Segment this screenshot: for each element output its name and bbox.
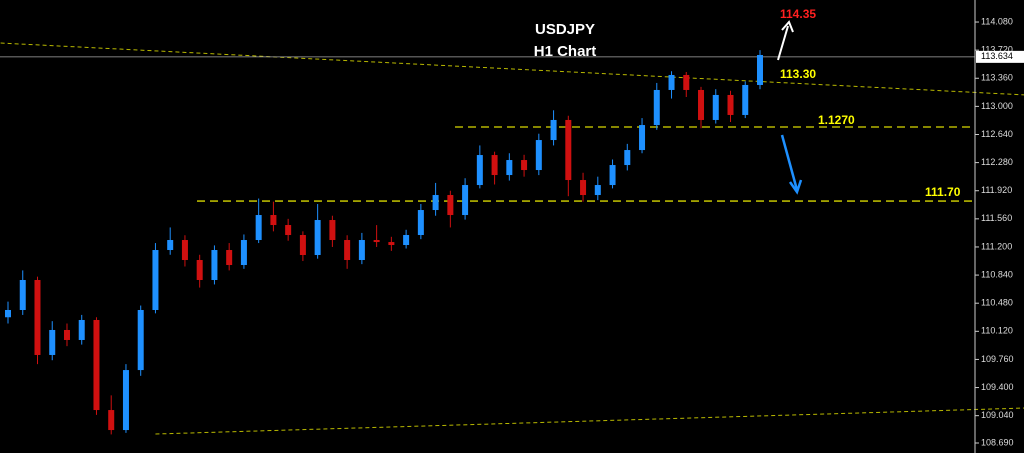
annotation: 114.35 — [780, 7, 816, 21]
candle-body — [609, 165, 616, 186]
candle-body — [344, 240, 351, 261]
candle-body — [506, 160, 513, 176]
candle-body — [226, 250, 233, 266]
trend-line — [155, 407, 1024, 435]
y-tick-label: 109.040 — [981, 410, 1014, 420]
candle-body — [698, 89, 705, 120]
candle-body — [594, 185, 601, 196]
candle-body — [653, 89, 660, 126]
candle-body — [358, 240, 365, 261]
candle-body — [270, 215, 277, 226]
y-tick-label: 112.280 — [981, 157, 1013, 167]
candle-body — [683, 74, 690, 90]
candle-body — [78, 319, 85, 340]
candle-body — [49, 329, 56, 355]
trend-line — [0, 42, 1024, 96]
candle-body — [535, 140, 542, 171]
y-tick-label: 113.000 — [981, 101, 1013, 111]
arrow — [777, 20, 794, 61]
y-tick-label: 113.360 — [981, 73, 1013, 83]
y-tick-label: 110.480 — [981, 298, 1013, 308]
candle-body — [152, 250, 159, 310]
y-tick-label: 114.080 — [981, 16, 1013, 26]
annotation: 1.1270 — [818, 113, 855, 127]
y-tick-label: 111.200 — [981, 241, 1012, 251]
candle-body — [403, 235, 410, 246]
candle-body — [756, 54, 763, 85]
candle-body — [491, 155, 498, 176]
candle-body — [742, 84, 749, 115]
chart-title: USDJPY — [535, 21, 595, 38]
candle-body — [565, 119, 572, 181]
y-tick-label: 110.120 — [981, 326, 1013, 336]
y-tick-label: 111.560 — [981, 213, 1012, 223]
candle-body — [108, 410, 115, 431]
candle-body — [712, 94, 719, 120]
arrow — [780, 134, 803, 195]
annotation: 113.30 — [780, 67, 816, 81]
last-price-label: 113.634 — [981, 51, 1013, 61]
candle-body — [624, 150, 631, 166]
candle-body — [432, 195, 439, 211]
candle-body — [240, 240, 247, 266]
candle-body — [447, 195, 454, 216]
candle-body — [462, 185, 469, 216]
candle-body — [476, 155, 483, 186]
candle-body — [668, 74, 675, 90]
y-tick-label: 110.840 — [981, 269, 1013, 279]
y-tick-label: 108.690 — [981, 437, 1014, 447]
candle-body — [5, 309, 11, 318]
y-tick-label: 109.400 — [981, 382, 1014, 392]
candle-body — [181, 240, 188, 261]
candle-body — [314, 220, 321, 256]
annotation: 111.70 — [925, 185, 961, 199]
candle-body — [727, 94, 734, 115]
candle-body — [639, 125, 646, 151]
candle-body — [521, 160, 528, 171]
candle-body — [34, 280, 41, 355]
candle-body — [417, 210, 424, 236]
y-tick-label: 112.640 — [981, 129, 1013, 139]
candle-body — [388, 242, 395, 246]
candle-body — [580, 180, 587, 196]
plot-area — [0, 42, 1024, 435]
last-price-box — [976, 50, 1024, 63]
candle-body — [63, 329, 70, 340]
candle-body — [285, 225, 292, 236]
candle-body — [122, 370, 129, 431]
y-tick-label: 109.760 — [981, 354, 1014, 364]
candle-body — [137, 309, 144, 371]
candle-body — [329, 220, 336, 241]
candle-body — [373, 240, 380, 243]
candle-body — [550, 119, 557, 141]
candle-body — [211, 250, 218, 281]
candle-body — [19, 280, 26, 310]
candle-body — [167, 240, 174, 251]
chart-subtitle: H1 Chart — [534, 43, 597, 60]
candle-body — [255, 215, 262, 241]
candle-body — [299, 235, 306, 256]
y-tick-label: 113.720 — [981, 45, 1013, 55]
candle-body — [93, 319, 100, 411]
y-tick-label: 111.920 — [981, 185, 1012, 195]
candle-body — [196, 260, 203, 281]
